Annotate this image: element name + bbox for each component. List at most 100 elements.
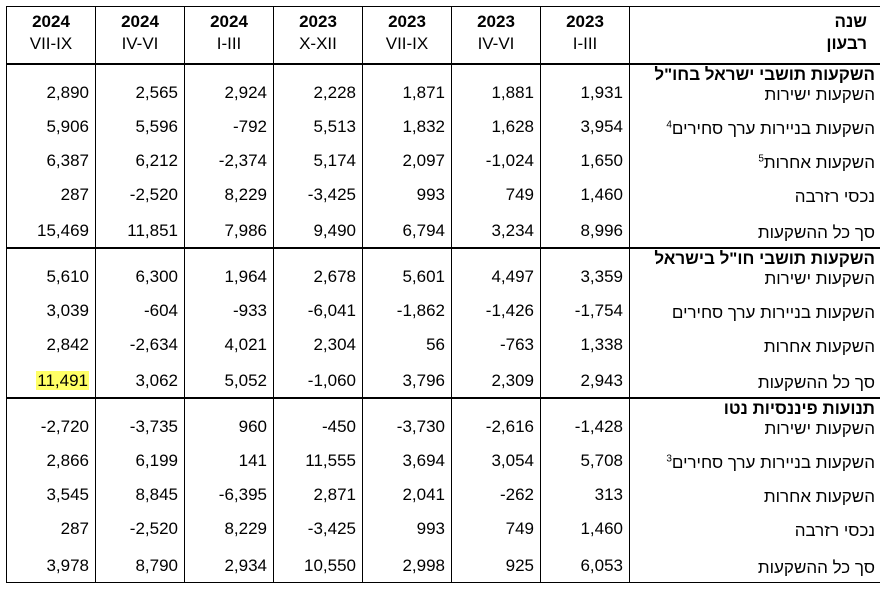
row-label-text: השקעות אחרות: [763, 487, 875, 506]
value-cell: 10,550: [273, 545, 363, 583]
value-text: 1,832: [402, 117, 445, 136]
value-text: -1,428: [574, 417, 623, 436]
value-cell: 2,304: [273, 327, 363, 361]
row-label-text: סך כל ההשקעות: [757, 557, 875, 577]
header-col-1: 2024 IV-VI: [95, 6, 185, 65]
value-text: 2,943: [580, 371, 623, 390]
value-cell: 1,832: [362, 109, 452, 143]
value-cell: 2,871: [273, 477, 363, 511]
value-text: 2,097: [402, 151, 445, 170]
row-label-text: השקעות ישירות: [764, 269, 875, 288]
table-row: 5,906 5,596 -792 5,513 1,832 1,628 3,954 השקעות…: [6, 109, 880, 143]
value-cell: -2,720: [6, 397, 96, 443]
value-text: 5,596: [135, 117, 178, 136]
row-label-cell: סך כל ההשקעות: [629, 361, 880, 398]
section-title: תנועות פיננסיות נטו: [723, 399, 875, 418]
financial-flows-table: 2024 VII-IX 2024 IV-VI 2024 I-III 2023 X-XII…: [6, 6, 880, 583]
row-label: השקעות בניירות ערך סחירים4: [630, 119, 875, 139]
value-text: 141: [238, 451, 267, 470]
highlighted-value: 11,491: [36, 371, 89, 390]
header-year: 2023: [299, 12, 337, 31]
header-year: 2024: [210, 12, 248, 31]
section-title: השקעות תושבי ישראל בחו"ל: [654, 65, 875, 84]
value-cell: 6,199: [95, 443, 185, 477]
value-cell: 2,943: [540, 361, 630, 398]
value-cell: 6,387: [6, 143, 96, 177]
value-text: 3,054: [491, 451, 534, 470]
value-text: 2,890: [46, 83, 89, 102]
value-text: 749: [505, 519, 534, 538]
value-text: -6,041: [307, 301, 356, 320]
value-text: -2,520: [129, 185, 178, 204]
value-text: -3,425: [307, 185, 356, 204]
row-label-cell: השקעות תושבי ישראל בחו"ל השקעות ישירות: [629, 63, 880, 109]
value-text: 313: [594, 485, 623, 504]
value-cell: 3,796: [362, 361, 452, 398]
table-row: 287 -2,520 8,229 -3,425 993 749 1,460 נכסי רזרב…: [6, 511, 880, 545]
row-label: סך כל ההשקעות: [630, 558, 875, 578]
value-cell: -1,862: [362, 293, 452, 327]
value-text: 1,460: [580, 519, 623, 538]
value-text: 2,309: [491, 371, 534, 390]
value-text: 56: [426, 335, 445, 354]
value-cell: 5,513: [273, 109, 363, 143]
value-text: 2,998: [402, 555, 445, 575]
value-cell: -450: [273, 397, 363, 443]
value-cell: 15,469: [6, 211, 96, 248]
value-cell: 2,924: [184, 63, 274, 109]
value-text: 5,513: [313, 117, 356, 136]
value-cell: -6,395: [184, 477, 274, 511]
value-text: 2,228: [313, 83, 356, 102]
value-cell: 8,845: [95, 477, 185, 511]
value-text: 3,062: [135, 371, 178, 390]
row-label-text: השקעות אחרות: [763, 337, 875, 356]
value-cell: 8,229: [184, 177, 274, 211]
footnote-marker: 4: [666, 119, 672, 131]
header-col-2: 2024 I-III: [184, 6, 274, 65]
value-text: -1,754: [574, 301, 623, 320]
row-label: השקעות ישירות: [630, 269, 875, 289]
value-text: 5,906: [46, 117, 89, 136]
header-col-0: 2024 VII-IX: [6, 6, 96, 65]
row-label: השקעות ישירות: [630, 85, 875, 105]
value-cell: -1,426: [451, 293, 541, 327]
value-text: 8,790: [135, 555, 178, 575]
row-label: השקעות אחרות: [630, 487, 875, 507]
value-text: 1,460: [580, 185, 623, 204]
header-label-cell: שנה רבעון: [629, 6, 880, 65]
row-label: השקעות בניירות ערך סחירים3: [630, 453, 875, 473]
value-text: 5,174: [313, 151, 356, 170]
value-text: 4,497: [491, 267, 534, 286]
value-cell: 11,851: [95, 211, 185, 248]
value-cell: 3,039: [6, 293, 96, 327]
header-quarter: X-XII: [299, 34, 337, 53]
value-cell: 11,555: [273, 443, 363, 477]
row-label-cell: השקעות בניירות ערך סחירים: [629, 293, 880, 327]
table-row: 11,491 3,062 5,052 -1,060 3,796 2,309 2,943 סך …: [6, 361, 880, 398]
value-cell: 3,545: [6, 477, 96, 511]
header-year: 2023: [566, 12, 604, 31]
value-text: 2,304: [313, 335, 356, 354]
value-text: 3,545: [46, 485, 89, 504]
value-cell: -3,730: [362, 397, 452, 443]
value-text: 2,934: [224, 555, 267, 575]
value-cell: 5,601: [362, 247, 452, 293]
row-label-cell: נכסי רזרבה: [629, 511, 880, 545]
row-label: נכסי רזרבה: [630, 521, 875, 541]
value-text: -1,060: [307, 371, 356, 390]
table-row: 287 -2,520 8,229 -3,425 993 749 1,460 נכסי רזרב…: [6, 177, 880, 211]
header-quarter: IV-VI: [121, 34, 159, 53]
table-row: 3,545 8,845 -6,395 2,871 2,041 -262 313 השקעות …: [6, 477, 880, 511]
footnote-marker: 5: [758, 153, 764, 165]
value-cell: 2,309: [451, 361, 541, 398]
header-quarter: I-III: [572, 34, 598, 53]
value-text: 11,555: [305, 451, 356, 470]
value-text: 1,931: [580, 83, 623, 102]
row-label-cell: השקעות אחרות: [629, 327, 880, 361]
value-text: 960: [238, 417, 267, 436]
value-cell: 749: [451, 177, 541, 211]
value-text: 925: [505, 555, 534, 575]
value-cell: 1,460: [540, 177, 630, 211]
value-cell: 4,021: [184, 327, 274, 361]
value-text: -1,024: [485, 151, 534, 170]
